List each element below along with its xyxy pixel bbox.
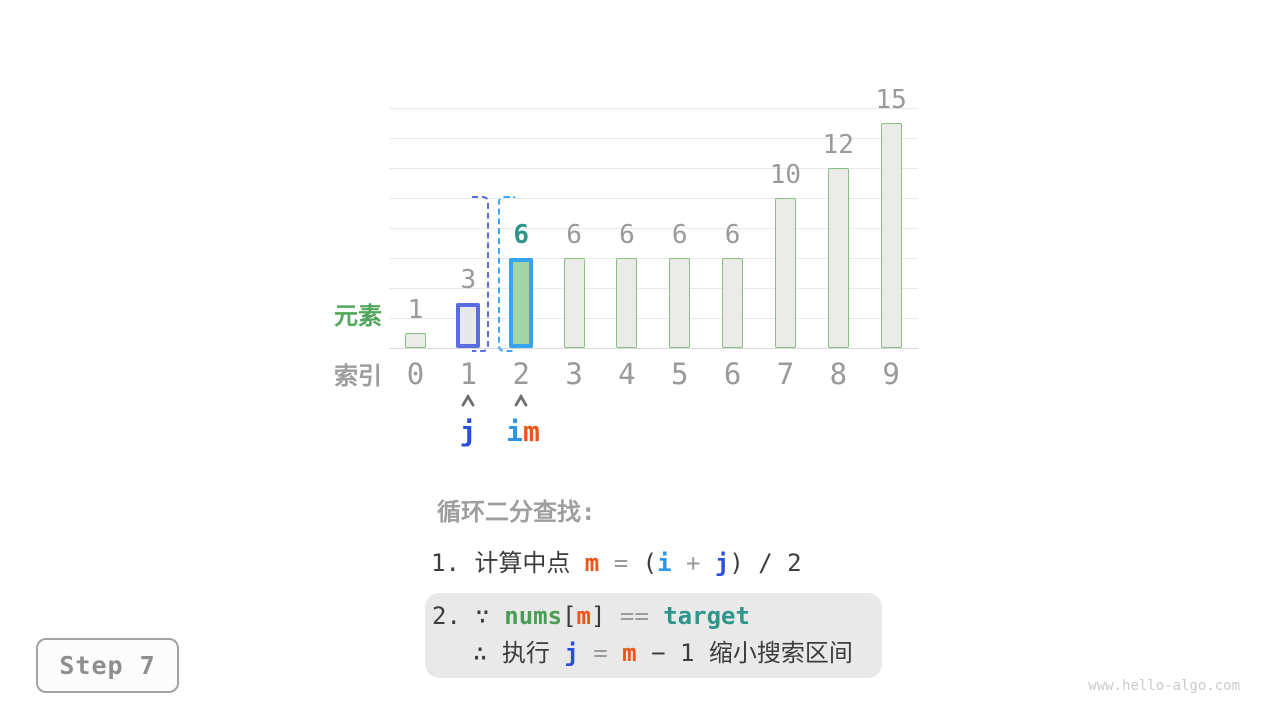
var-m: m	[576, 602, 591, 630]
watermark: www.hello-algo.com	[1088, 678, 1240, 694]
step2-line1: 2. ∵ nums[m] == target	[432, 598, 882, 635]
bar-index-3	[563, 258, 585, 348]
index-label-0: 0	[406, 357, 425, 391]
gridline	[390, 318, 918, 319]
value-label-8: 12	[822, 130, 854, 160]
target-identifier: target	[663, 602, 750, 630]
pointer-m-label: m	[523, 415, 540, 448]
bar-index-7	[774, 198, 796, 348]
bar-index-5	[669, 258, 691, 348]
double-equals-operator: ==	[605, 602, 664, 630]
step1-text: 1. 计算中点	[431, 549, 585, 577]
shrink-range-text: − 1 缩小搜索区间	[636, 639, 853, 667]
value-label-2: 6	[513, 220, 530, 250]
dashed-bracket-close-icon	[472, 196, 489, 352]
index-label-3: 3	[565, 357, 583, 391]
step2-number: 2.	[432, 602, 476, 630]
gridline	[390, 288, 918, 289]
bar-index-0	[405, 333, 426, 348]
index-label-8: 8	[829, 357, 848, 391]
index-label-9: 9	[882, 357, 900, 391]
caption-step1-line: 1. 计算中点 m = (i + j) / 2	[431, 547, 802, 579]
index-label-5: 5	[671, 357, 689, 391]
left-bracket: [	[562, 602, 577, 630]
therefore-text: ∴ 执行	[473, 639, 565, 667]
var-i: i	[657, 549, 672, 577]
caption-heading: 循环二分查找:	[437, 498, 596, 526]
var-j: j	[564, 639, 579, 667]
var-m: m	[584, 549, 600, 577]
x-axis-line	[390, 348, 918, 349]
elements-axis-label: 元素	[334, 302, 382, 330]
right-bracket: ]	[590, 602, 606, 630]
index-label-1: 1	[459, 357, 478, 391]
bar-index-8	[827, 168, 849, 348]
gridline	[390, 198, 918, 199]
index-label-2: 2	[512, 357, 530, 391]
pointer-j-label: j	[459, 415, 477, 448]
value-label-0: 1	[407, 295, 424, 325]
pointer-im-label: im	[500, 415, 546, 449]
bar-index-9	[880, 123, 902, 348]
indices-axis-label: 索引	[334, 362, 382, 390]
value-label-1: 3	[460, 265, 477, 295]
plus-operator: +	[671, 549, 715, 577]
value-label-4: 6	[619, 220, 635, 250]
pointer-i-label: i	[506, 415, 523, 448]
gridline	[390, 108, 918, 109]
value-label-5: 6	[671, 220, 688, 250]
nums-identifier: nums	[504, 602, 563, 630]
caret-up-icon	[514, 394, 528, 407]
close-paren-div2: ) / 2	[729, 549, 802, 577]
value-label-6: 6	[724, 220, 741, 250]
equals-operator: =	[578, 639, 623, 667]
bar-index-1	[456, 303, 481, 348]
caret-up-icon	[461, 394, 475, 407]
because-symbol: ∵	[475, 602, 505, 630]
value-label-3: 6	[566, 220, 582, 250]
step-badge-label: Step 7	[59, 651, 156, 680]
bar-index-4	[616, 258, 638, 348]
var-m: m	[622, 639, 637, 667]
gridline	[390, 258, 918, 259]
index-label-6: 6	[723, 357, 742, 391]
gridline	[390, 138, 918, 139]
var-j: j	[714, 549, 730, 577]
step-badge: Step 7	[36, 638, 179, 693]
value-label-7: 10	[769, 160, 802, 190]
open-paren: (	[642, 549, 658, 577]
gridline	[390, 228, 918, 229]
step2-line2: ∴ 执行 j = m − 1 缩小搜索区间	[432, 635, 882, 672]
bar-index-2	[509, 258, 534, 348]
value-label-9: 15	[875, 85, 907, 115]
index-label-4: 4	[618, 357, 636, 391]
gridline	[390, 168, 918, 169]
dashed-bracket-open-icon	[498, 196, 515, 352]
caption-step2-highlight-box: 2. ∵ nums[m] == target ∴ 执行 j = m − 1 缩小…	[425, 593, 882, 678]
index-label-7: 7	[776, 357, 795, 391]
bar-index-6	[722, 258, 744, 348]
equals-operator: =	[599, 549, 643, 577]
